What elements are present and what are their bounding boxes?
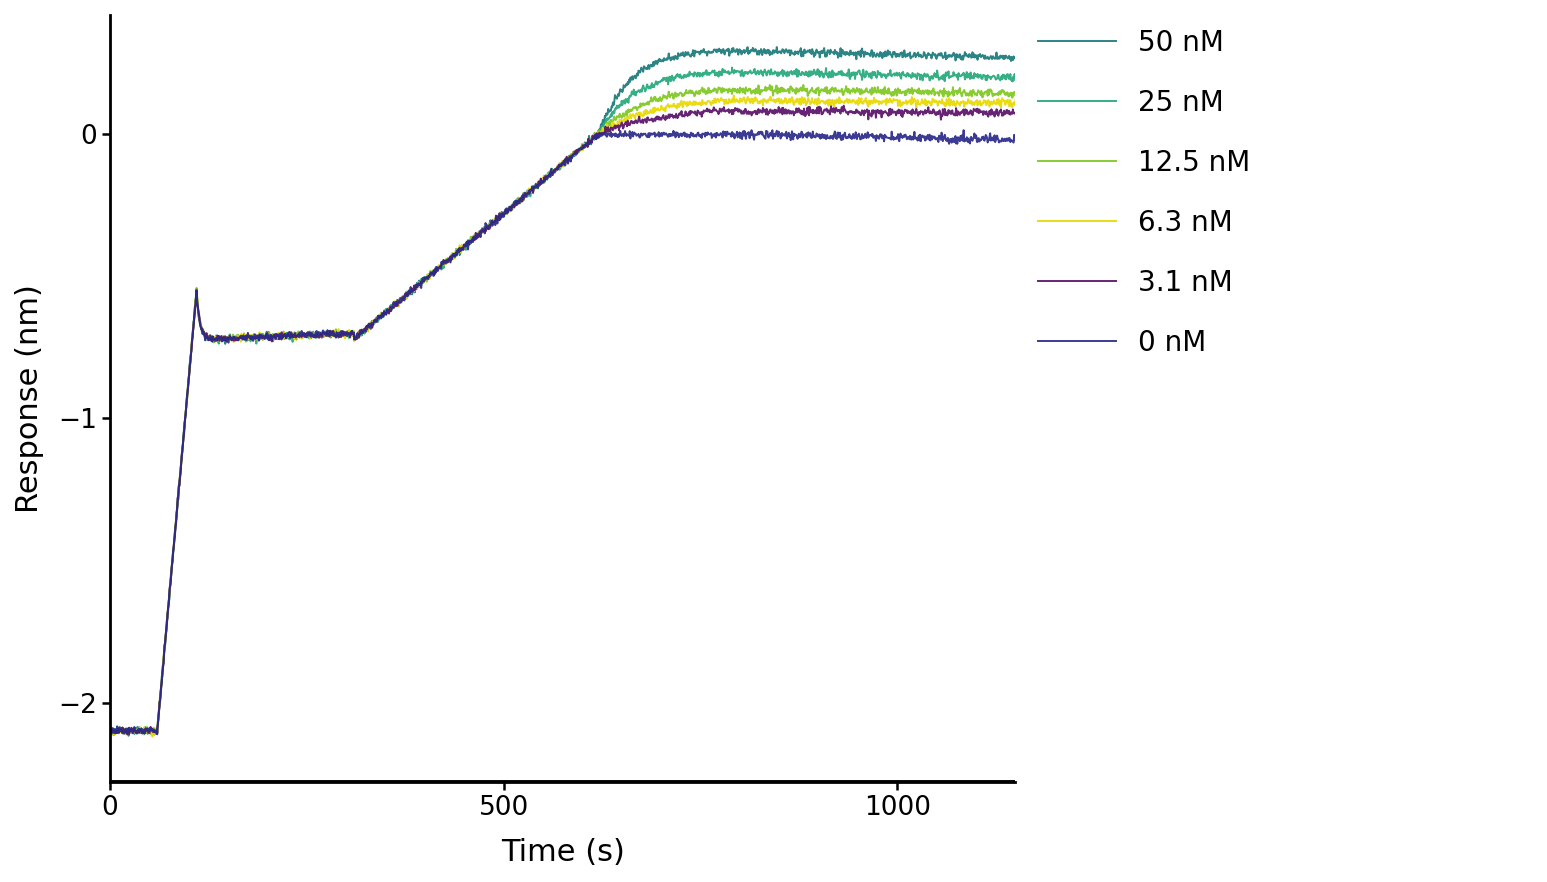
25 nM	[982, 72, 1001, 83]
50 nM	[869, 50, 888, 61]
Y-axis label: Response (nm): Response (nm)	[15, 284, 43, 513]
25 nM	[818, 69, 837, 79]
Line: 6.3 nM: 6.3 nM	[110, 95, 1015, 736]
25 nM	[227, 330, 246, 340]
50 nM	[430, 261, 449, 272]
0 nM	[954, 125, 973, 136]
12.5 nM	[818, 88, 837, 99]
25 nM	[722, 63, 741, 73]
25 nM	[118, 729, 136, 739]
X-axis label: Time (s): Time (s)	[501, 838, 625, 867]
3.1 nM	[834, 101, 852, 111]
3.1 nM	[1006, 108, 1024, 118]
50 nM	[1006, 53, 1024, 64]
3.1 nM	[101, 729, 119, 739]
25 nM	[1006, 72, 1024, 83]
3.1 nM	[227, 334, 246, 345]
25 nM	[927, 71, 945, 82]
0 nM	[149, 729, 167, 740]
12.5 nM	[794, 79, 812, 90]
50 nM	[927, 52, 945, 63]
25 nM	[869, 67, 888, 78]
3.1 nM	[927, 109, 945, 120]
6.3 nM	[982, 96, 1001, 107]
Line: 25 nM: 25 nM	[110, 68, 1015, 734]
3.1 nM	[817, 103, 835, 114]
12.5 nM	[869, 85, 888, 95]
6.3 nM	[101, 724, 119, 735]
12.5 nM	[982, 85, 1001, 95]
12.5 nM	[142, 729, 161, 740]
0 nM	[927, 134, 945, 145]
6.3 nM	[927, 95, 945, 106]
6.3 nM	[724, 90, 743, 101]
6.3 nM	[227, 333, 246, 344]
6.3 nM	[818, 95, 837, 106]
6.3 nM	[869, 96, 888, 107]
50 nM	[227, 335, 246, 346]
50 nM	[767, 41, 786, 52]
0 nM	[101, 726, 119, 736]
50 nM	[119, 730, 138, 741]
3.1 nM	[869, 108, 888, 118]
6.3 nM	[430, 261, 449, 272]
6.3 nM	[1006, 95, 1024, 106]
6.3 nM	[144, 731, 162, 742]
12.5 nM	[430, 261, 449, 272]
12.5 nM	[927, 87, 945, 98]
3.1 nM	[430, 261, 449, 272]
12.5 nM	[101, 721, 119, 732]
Line: 3.1 nM: 3.1 nM	[110, 106, 1015, 734]
0 nM	[868, 132, 886, 143]
0 nM	[227, 332, 246, 342]
50 nM	[982, 51, 1001, 62]
3.1 nM	[982, 104, 1001, 115]
0 nM	[982, 135, 1001, 146]
0 nM	[817, 131, 835, 141]
0 nM	[1006, 131, 1024, 142]
25 nM	[430, 261, 449, 272]
Legend: 50 nM, 25 nM, 12.5 nM, 6.3 nM, 3.1 nM, 0 nM: 50 nM, 25 nM, 12.5 nM, 6.3 nM, 3.1 nM, 0…	[1038, 29, 1250, 356]
0 nM	[430, 261, 449, 272]
50 nM	[818, 46, 837, 56]
25 nM	[101, 721, 119, 732]
12.5 nM	[227, 331, 246, 341]
50 nM	[101, 728, 119, 738]
Line: 50 nM: 50 nM	[110, 47, 1015, 736]
12.5 nM	[1006, 87, 1024, 98]
3.1 nM	[101, 727, 119, 737]
Line: 0 nM: 0 nM	[110, 131, 1015, 735]
Line: 12.5 nM: 12.5 nM	[110, 85, 1015, 735]
